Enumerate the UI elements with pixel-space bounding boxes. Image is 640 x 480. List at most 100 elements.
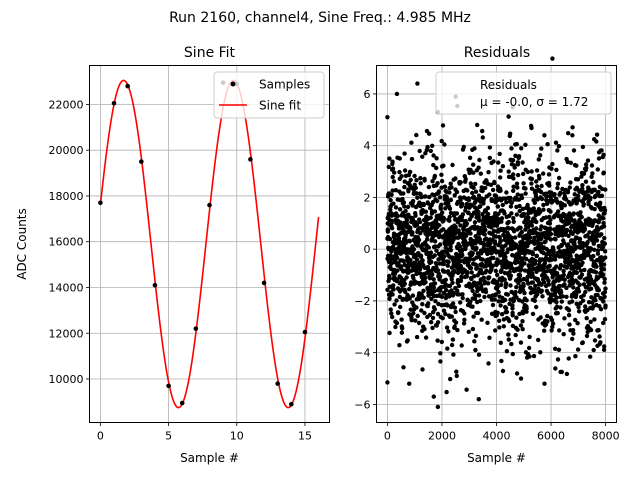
residual-outlier-point	[407, 381, 412, 386]
residual-point	[466, 210, 471, 215]
residual-point	[551, 249, 556, 254]
residual-point	[574, 163, 579, 168]
residual-point	[518, 340, 524, 345]
residuals-y-tick-label: 6	[364, 88, 371, 101]
residual-point	[449, 185, 454, 190]
residual-point	[498, 282, 504, 288]
residual-point	[580, 183, 585, 188]
residual-point	[498, 238, 503, 243]
sample-point	[302, 329, 308, 335]
residual-point	[448, 197, 454, 203]
residual-point	[407, 239, 412, 244]
residual-point	[549, 190, 554, 195]
residual-point	[592, 247, 597, 252]
residual-point	[554, 304, 560, 309]
residual-point	[410, 203, 415, 208]
residual-point	[451, 352, 456, 357]
residual-point	[570, 125, 575, 130]
residual-point	[453, 224, 458, 230]
residuals-panel: Residuals 0 2000 4000 6000 8000 −6 −4 −2 0 2 4 6 S…	[354, 45, 619, 465]
residual-point	[523, 142, 528, 147]
residual-point	[445, 303, 450, 308]
sample-point	[179, 400, 185, 406]
residual-point	[596, 288, 602, 293]
residual-point	[399, 174, 404, 179]
residual-point	[599, 148, 604, 153]
residual-point	[390, 166, 396, 171]
residual-point	[534, 184, 540, 189]
residual-point	[428, 148, 433, 154]
sine-fit-y-tick-label: 22000	[49, 98, 84, 111]
residual-point	[575, 347, 581, 352]
residual-point	[578, 210, 583, 215]
sine-fit-x-ticks: 0 5 10 15	[97, 422, 312, 443]
residual-point	[447, 214, 452, 220]
residual-point	[470, 288, 475, 293]
residual-point	[482, 224, 487, 229]
residual-point	[552, 257, 558, 262]
residual-point	[580, 340, 585, 345]
residual-point	[542, 133, 547, 138]
residual-point	[420, 258, 425, 263]
residual-point	[403, 289, 408, 294]
residuals-y-tick-label: 4	[364, 140, 371, 153]
residual-point	[562, 316, 567, 321]
residual-point	[475, 265, 480, 271]
residual-point	[444, 325, 450, 330]
residual-point	[482, 232, 487, 237]
residual-point	[547, 183, 552, 188]
residual-point	[430, 143, 435, 148]
residual-point	[566, 308, 572, 313]
residual-point	[432, 173, 438, 179]
residual-point	[603, 255, 608, 260]
residual-point	[427, 194, 432, 200]
residual-point	[514, 295, 519, 300]
residual-point	[585, 329, 590, 335]
residual-point	[596, 156, 602, 161]
residual-point	[456, 283, 462, 289]
residual-point	[435, 320, 441, 325]
residual-point	[599, 193, 605, 198]
residual-point	[467, 281, 472, 286]
residual-point	[588, 195, 593, 200]
residual-point	[461, 144, 466, 150]
residual-point	[505, 247, 511, 252]
sine-fit-y-tick-label: 20000	[49, 144, 84, 157]
residual-point	[476, 165, 481, 170]
residual-point	[550, 321, 556, 326]
residual-point	[430, 179, 435, 184]
residual-point	[435, 311, 441, 317]
sine-fit-x-tick-label: 0	[97, 430, 104, 443]
residual-point	[570, 336, 575, 342]
residual-point	[565, 242, 571, 247]
residual-point	[518, 323, 524, 328]
residual-point	[415, 313, 420, 319]
residual-point	[541, 202, 546, 208]
residual-point	[459, 343, 464, 348]
residual-point	[408, 225, 413, 230]
residual-point	[438, 351, 443, 356]
residual-point	[439, 185, 444, 190]
residual-point	[601, 299, 606, 304]
residual-point	[394, 298, 399, 303]
residual-point	[550, 161, 555, 167]
residual-point	[451, 290, 456, 296]
residual-point	[531, 353, 537, 359]
residual-point	[428, 215, 433, 220]
residual-point	[439, 138, 444, 144]
residual-point	[472, 220, 478, 225]
residual-point	[553, 237, 558, 242]
residual-point	[499, 268, 504, 273]
residual-point	[460, 252, 465, 258]
residual-point	[594, 139, 599, 144]
residual-point	[436, 189, 442, 194]
residual-point	[511, 188, 516, 193]
residual-point	[571, 331, 576, 336]
residual-point	[547, 300, 553, 305]
residual-point	[400, 196, 405, 202]
residual-point	[554, 264, 559, 269]
residual-point	[580, 260, 585, 265]
residual-point	[579, 174, 584, 179]
residual-point	[541, 279, 547, 285]
